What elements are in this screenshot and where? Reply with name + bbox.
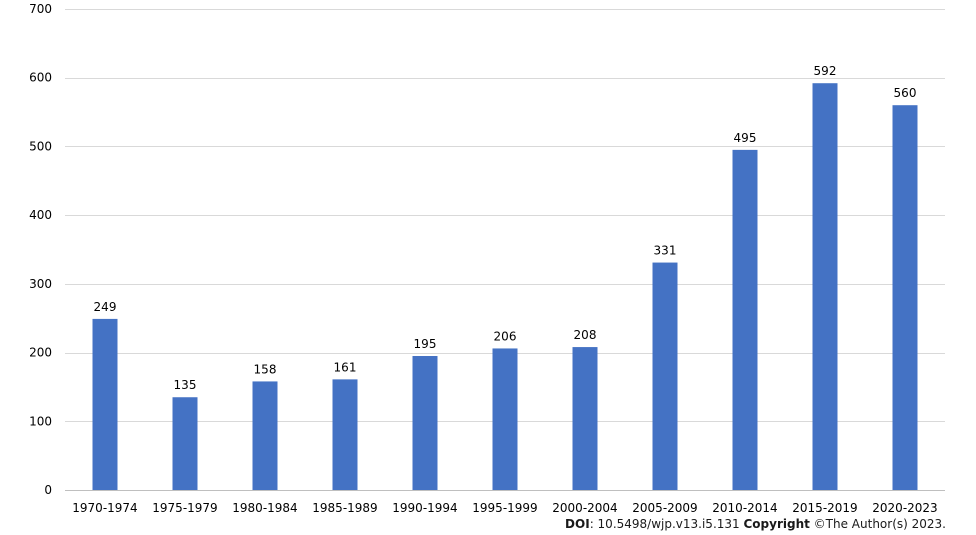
copyright-value: ©The Author(s) 2023. xyxy=(809,517,946,531)
x-tick-label: 1985-1989 xyxy=(312,501,377,515)
y-tick-label: 500 xyxy=(29,139,52,153)
x-tick-label: 2005-2009 xyxy=(632,501,697,515)
data-label: 208 xyxy=(574,328,597,342)
x-tick-label: 1990-1994 xyxy=(392,501,457,515)
bar xyxy=(252,381,278,490)
doi-label: DOI xyxy=(565,517,590,531)
bar xyxy=(572,347,598,490)
bar xyxy=(412,356,438,490)
y-tick-label: 100 xyxy=(29,414,52,428)
data-label: 158 xyxy=(254,362,277,376)
x-tick-label: 1980-1984 xyxy=(232,501,297,515)
data-label: 135 xyxy=(174,378,197,392)
x-tick-label: 2010-2014 xyxy=(712,501,777,515)
bar xyxy=(172,397,198,490)
x-tick-label: 1995-1999 xyxy=(472,501,537,515)
bar xyxy=(92,318,118,490)
bar xyxy=(732,149,758,490)
copyright-label: Copyright xyxy=(743,517,810,531)
y-tick-label: 200 xyxy=(29,346,52,360)
data-label: 206 xyxy=(494,329,517,343)
data-label: 195 xyxy=(414,337,437,351)
y-tick-label: 0 xyxy=(44,483,52,497)
doi-value: : 10.5498/wjp.v13.i5.131 xyxy=(589,517,744,531)
bar xyxy=(492,348,518,490)
data-label: 161 xyxy=(334,360,357,374)
bar xyxy=(892,105,918,490)
y-tick-label: 300 xyxy=(29,277,52,291)
x-tick-label: 2015-2019 xyxy=(792,501,857,515)
y-tick-label: 700 xyxy=(29,2,52,16)
x-tick-label: 1970-1974 xyxy=(72,501,137,515)
x-tick-label: 2020-2023 xyxy=(872,501,937,515)
x-tick-label: 1975-1979 xyxy=(152,501,217,515)
bar xyxy=(812,83,838,490)
x-tick-label: 2000-2004 xyxy=(552,501,617,515)
y-tick-label: 600 xyxy=(29,71,52,85)
data-label: 249 xyxy=(94,300,117,314)
data-label: 331 xyxy=(654,244,677,258)
data-label: 495 xyxy=(734,131,757,145)
bar xyxy=(652,262,678,490)
y-tick-label: 400 xyxy=(29,208,52,222)
data-label: 592 xyxy=(814,64,837,78)
citation-footer: DOI: 10.5498/wjp.v13.i5.131 Copyright ©T… xyxy=(565,517,946,531)
bar xyxy=(332,379,358,490)
data-label: 560 xyxy=(894,86,917,100)
